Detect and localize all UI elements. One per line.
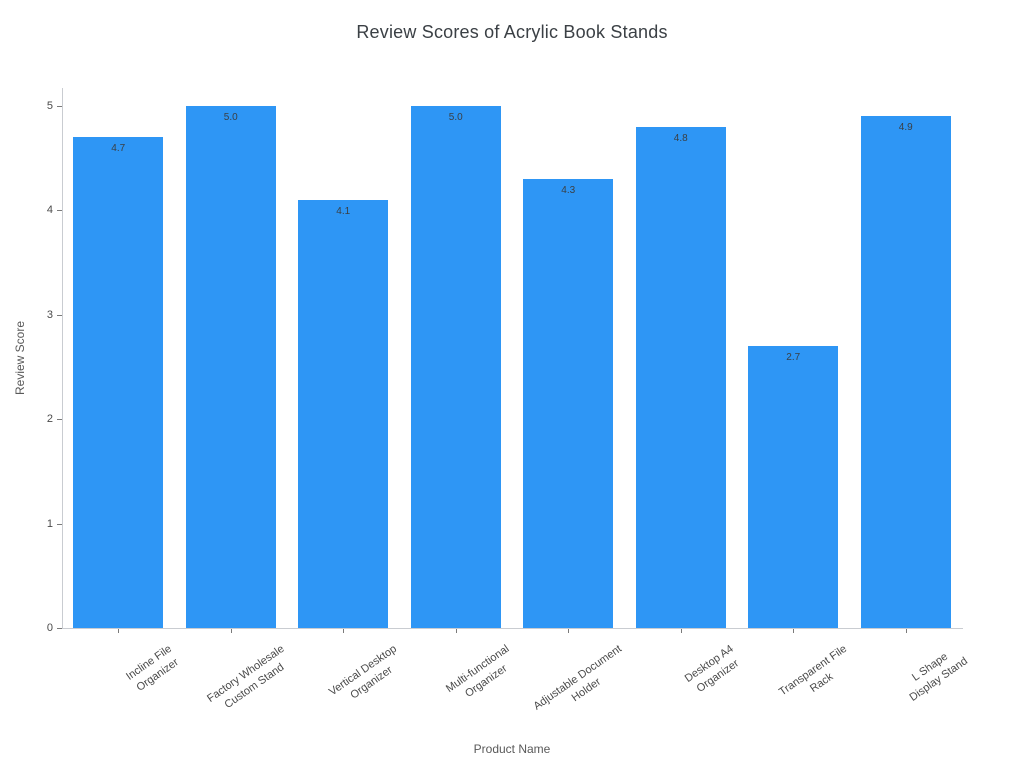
- y-axis-tick: [57, 419, 62, 421]
- y-tick-label: 1: [46, 517, 53, 530]
- bar: [185, 106, 276, 628]
- bar-value-label: 5.0: [448, 112, 463, 123]
- x-tick-label: Multi-functional Organizer: [443, 642, 512, 700]
- bar: [410, 106, 501, 628]
- x-axis-tick: [230, 629, 232, 633]
- bar-value-label: 4.1: [336, 205, 351, 217]
- y-tick-label: 5: [46, 100, 53, 112]
- x-axis-title: Product Name: [473, 742, 551, 756]
- bar-value-label: 4.7: [111, 143, 126, 155]
- bar: [635, 126, 726, 628]
- bar-value-label: 4.9: [898, 122, 913, 134]
- x-tick-label: Adjustable Document Holder: [531, 642, 624, 713]
- y-axis-title: Review Score: [13, 320, 27, 396]
- x-axis-tick: [455, 629, 457, 633]
- y-tick-label: 3: [46, 308, 53, 321]
- bar-value-label: 5.0: [223, 112, 238, 123]
- x-tick-label: Transparent File Rack: [776, 642, 849, 699]
- y-tick-label: 4: [46, 204, 53, 217]
- bar: [298, 199, 389, 628]
- bar-value-label: 4.3: [561, 185, 576, 197]
- chart-title: Review Scores of Acrylic Book Stands: [356, 22, 668, 42]
- y-axis-tick: [57, 628, 62, 629]
- y-axis-tick: [57, 106, 62, 107]
- x-axis-tick: [680, 629, 682, 633]
- bar: [860, 116, 951, 628]
- x-axis-tick: [905, 629, 907, 633]
- x-axis-tick: [343, 629, 345, 633]
- y-axis-tick: [57, 210, 62, 212]
- bar: [523, 179, 614, 628]
- bar: [73, 137, 164, 628]
- y-axis-line: [62, 88, 63, 629]
- bar-value-label: 4.8: [673, 132, 688, 144]
- x-tick-label: Vertical Desktop Organizer: [326, 642, 399, 702]
- bar-value-label: 2.7: [786, 352, 801, 364]
- x-tick-label: Factory Wholesale Custom Stand: [204, 642, 287, 711]
- x-tick-label: Desktop A4 Organizer: [683, 642, 742, 695]
- x-axis-tick: [118, 629, 120, 633]
- bar: [748, 346, 839, 628]
- y-tick-label: 2: [46, 413, 53, 426]
- y-axis-tick: [57, 314, 62, 316]
- y-axis-tick: [57, 523, 62, 525]
- x-tick-label: Incline File Organizer: [123, 642, 181, 694]
- x-axis-tick: [793, 629, 795, 633]
- x-axis-tick: [568, 629, 570, 633]
- y-tick-label: 0: [46, 622, 53, 634]
- x-axis-line: [62, 628, 963, 629]
- x-tick-label: L Shape Display Stand: [907, 650, 970, 704]
